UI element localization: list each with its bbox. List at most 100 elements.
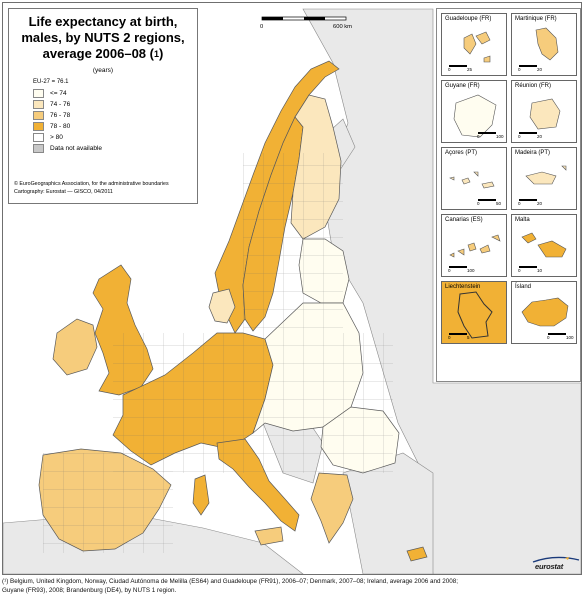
legend-label: 76 - 78 — [50, 112, 71, 119]
inset-scale-end: 100 — [496, 134, 504, 139]
inset-scale: 0 20 — [518, 132, 547, 139]
legend-label: Data not available — [50, 145, 103, 152]
inset-scale: 0 100 — [448, 266, 477, 273]
inset-scale-start: 0 — [547, 335, 550, 340]
legend-label: > 80 — [50, 134, 63, 141]
inset-scale-start: 0 — [448, 67, 451, 72]
legend-item-74-76: 74 - 76 — [33, 100, 183, 109]
logo-swoosh-icon — [532, 556, 580, 563]
region-cyprus — [406, 546, 428, 562]
inset-label: Réunion (FR) — [515, 83, 552, 89]
inset-madeira: Madeira (PT) 0 20 — [511, 147, 577, 210]
inset-martinique: Martinique (FR) 0 20 — [511, 13, 577, 76]
inset-scale-end: 100 — [566, 335, 574, 340]
inset-label: Liechtenstein — [445, 284, 481, 290]
legend-item-78-80: 78 - 80 — [33, 122, 183, 131]
inset-guyane: Guyane (FR) 0 100 — [441, 80, 507, 143]
inset-panel: Guadeloupe (FR) 0 25 Martinique (FR) 0 20 … — [436, 8, 581, 382]
legend-label: <= 74 — [50, 90, 67, 97]
map-title-line-2: males, by NUTS 2 regions, — [21, 30, 185, 45]
legend-swatch — [33, 111, 44, 120]
legend-swatch — [33, 133, 44, 142]
inset-scale-start: 0 — [518, 268, 521, 273]
inset-scale-end: 20 — [537, 134, 543, 139]
map-frame: Life expectancy at birth, males, by NUTS… — [2, 2, 582, 575]
legend-swatch — [33, 122, 44, 131]
logo-text: eurostat — [535, 562, 563, 571]
map-title-line-3: average 2006–08 (1) — [9, 46, 197, 62]
nuts-boundaries — [43, 153, 393, 553]
legend-label: 78 - 80 — [50, 123, 71, 130]
inset-scale: 0 25 — [448, 65, 477, 72]
inset-label: Guyane (FR) — [445, 83, 480, 89]
inset-acores: Açores (PT) 0 50 — [441, 147, 507, 210]
inset-scale-start: 0 — [518, 67, 521, 72]
region-sicily — [254, 526, 284, 546]
inset-reunion: Réunion (FR) 0 20 — [511, 80, 577, 143]
map-unit: (years) — [92, 67, 114, 74]
inset-scale-start: 0 — [477, 201, 480, 206]
footnote: (¹) Belgium, United Kingdom, Norway, Ciu… — [2, 578, 582, 595]
inset-shape — [463, 31, 491, 63]
region-greece — [310, 472, 354, 544]
inset-scale: 0 100 — [477, 132, 506, 139]
title-legend-panel: Life expectancy at birth, males, by NUTS… — [8, 8, 198, 204]
inset-shape — [449, 171, 495, 189]
inset-scale-start: 0 — [518, 201, 521, 206]
eurostat-logo: eurostat — [531, 556, 581, 574]
inset-shape — [525, 165, 567, 185]
scale-bar-graphic — [261, 16, 347, 21]
region-ireland — [52, 318, 98, 376]
inset-shape — [535, 27, 559, 61]
scale-start: 0 — [260, 24, 264, 30]
inset-label: Madeira (PT) — [515, 150, 551, 156]
inset-label: Guadeloupe (FR) — [445, 16, 492, 22]
inset-island: Ísland 0 100 — [511, 281, 577, 344]
inset-shape — [453, 94, 497, 138]
scale-bar: 0 600 km — [259, 12, 353, 36]
inset-scale-start: 0 — [477, 134, 480, 139]
inset-shape — [521, 297, 569, 327]
inset-scale-end: 50 — [496, 201, 502, 206]
legend-item-gt-80: > 80 — [33, 133, 183, 142]
inset-label: Açores (PT) — [445, 150, 478, 156]
legend-item-le-74: <= 74 — [33, 89, 183, 98]
legend-swatch — [33, 100, 44, 109]
scale-end: 600 km — [333, 24, 353, 30]
inset-shape — [521, 232, 567, 258]
inset-scale: 0 10 — [518, 266, 547, 273]
inset-scale-start: 0 — [448, 335, 451, 340]
map-title-line-1: Life expectancy at birth, — [28, 14, 178, 29]
inset-shape — [457, 291, 493, 339]
inset-label: Martinique (FR) — [515, 16, 557, 22]
footnote-line-2: Guyane (FR93), 2008; Brandenburg (DE4), … — [2, 586, 177, 594]
inset-shape — [449, 234, 501, 258]
region-denmark — [208, 288, 236, 324]
inset-scale-end: 100 — [467, 268, 475, 273]
inset-scale: 0 20 — [518, 65, 547, 72]
legend-item-na: Data not available — [33, 144, 183, 153]
legend-swatch — [33, 144, 44, 153]
inset-scale-end: 25 — [467, 67, 473, 72]
inset-scale-end: 5 — [467, 335, 470, 340]
inset-scale: 0 50 — [477, 199, 506, 206]
footnote-line-1: (¹) Belgium, United Kingdom, Norway, Ciu… — [2, 578, 458, 585]
inset-scale-end: 10 — [537, 268, 543, 273]
inset-malta: Malta 0 10 — [511, 214, 577, 277]
footnote-mark: 1 — [153, 49, 159, 59]
copyright-credit: © EuroGeographics Association, for the a… — [14, 181, 169, 187]
inset-scale-end: 20 — [537, 67, 543, 72]
legend-swatch — [33, 89, 44, 98]
eu-average: EU-27 = 76.1 — [33, 79, 69, 85]
inset-shape — [529, 98, 561, 130]
inset-scale: 0 100 — [547, 333, 576, 340]
inset-label: Ísland — [515, 284, 532, 290]
inset-scale-start: 0 — [518, 134, 521, 139]
map-title-text: average 2006–08 ( — [42, 46, 154, 61]
inset-scale-end: 20 — [537, 201, 543, 206]
cartography-credit: Cartography: Eurostat — GISCO, 04/2011 — [14, 189, 113, 195]
legend-item-76-78: 76 - 78 — [33, 111, 183, 120]
inset-guadeloupe: Guadeloupe (FR) 0 25 — [441, 13, 507, 76]
